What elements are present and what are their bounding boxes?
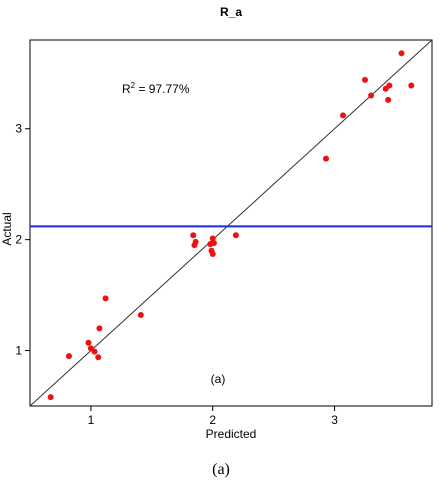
x-axis-label: Predicted	[206, 427, 257, 441]
data-point	[368, 92, 375, 99]
data-point	[65, 353, 72, 360]
data-point	[85, 339, 92, 346]
x-tick-label: 1	[88, 413, 95, 427]
axis-ticks: 1 2 3 1 2 3	[15, 122, 338, 427]
plot-area: 1 2 3 1 2 3	[15, 39, 433, 427]
data-point	[192, 238, 199, 245]
data-point	[362, 76, 368, 83]
data-points	[47, 50, 415, 401]
panel-label: (a)	[211, 372, 226, 386]
data-point	[340, 112, 347, 119]
data-point	[232, 232, 239, 239]
data-point	[96, 325, 103, 332]
y-tick-label: 2	[15, 233, 22, 247]
chart-title: R_a	[220, 5, 242, 19]
data-point	[137, 312, 144, 319]
data-point	[91, 348, 98, 355]
data-point	[102, 295, 109, 302]
data-point	[210, 239, 217, 246]
data-point	[386, 82, 393, 89]
figure-caption: (a)	[212, 461, 230, 478]
x-tick-label: 3	[331, 413, 338, 427]
y-tick-label: 1	[15, 344, 22, 358]
data-point	[95, 354, 102, 361]
data-point	[190, 232, 197, 239]
y-axis-label: Actual	[0, 212, 14, 245]
diagonal-fit-line	[29, 39, 433, 407]
y-tick-label: 3	[15, 122, 22, 136]
data-point	[323, 155, 330, 162]
data-point	[209, 251, 216, 258]
data-point	[47, 394, 54, 401]
data-point	[385, 96, 392, 103]
data-point	[398, 50, 405, 57]
data-point	[408, 82, 415, 89]
x-tick-label: 2	[209, 413, 216, 427]
r-squared-annotation: R2 = 97.77%	[122, 81, 190, 96]
